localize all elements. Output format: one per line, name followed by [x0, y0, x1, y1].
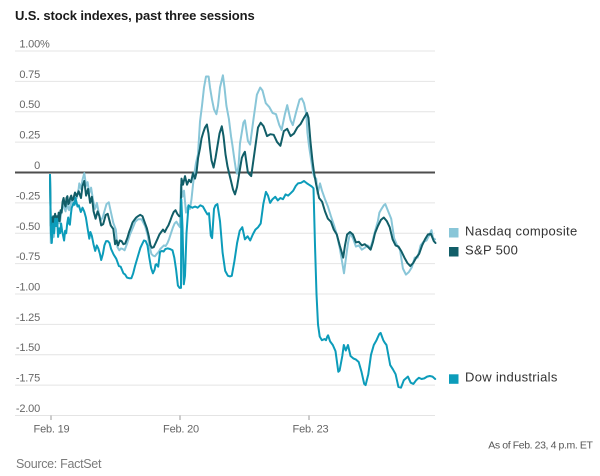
svg-text:As of Feb. 23, 4 p.m. ET: As of Feb. 23, 4 p.m. ET — [488, 440, 593, 452]
svg-text:Feb. 23: Feb. 23 — [293, 424, 329, 436]
svg-text:0.50: 0.50 — [19, 99, 40, 111]
svg-text:Source: FactSet: Source: FactSet — [16, 457, 102, 471]
svg-text:-1.75: -1.75 — [16, 373, 40, 385]
svg-text:-2.00: -2.00 — [16, 403, 40, 415]
svg-text:Feb. 19: Feb. 19 — [34, 424, 70, 436]
svg-text:Dow industrials: Dow industrials — [465, 370, 558, 385]
svg-text:S&P 500: S&P 500 — [465, 243, 518, 258]
svg-text:0.25: 0.25 — [19, 130, 40, 142]
svg-text:-1.00: -1.00 — [16, 282, 40, 294]
svg-text:Feb. 20: Feb. 20 — [163, 424, 199, 436]
svg-text:-0.25: -0.25 — [16, 190, 40, 202]
svg-text:-1.25: -1.25 — [16, 312, 40, 324]
svg-text:Nasdaq composite: Nasdaq composite — [465, 224, 577, 239]
svg-text:-0.75: -0.75 — [16, 251, 40, 263]
svg-text:1.00: 1.00 — [19, 39, 40, 51]
svg-text:0: 0 — [34, 160, 40, 172]
svg-text:-1.50: -1.50 — [16, 342, 40, 354]
svg-text:0.75: 0.75 — [19, 69, 40, 81]
svg-text:-0.50: -0.50 — [16, 221, 40, 233]
svg-text:%: % — [40, 39, 50, 51]
svg-text:U.S. stock indexes, past three: U.S. stock indexes, past three sessions — [15, 8, 255, 23]
